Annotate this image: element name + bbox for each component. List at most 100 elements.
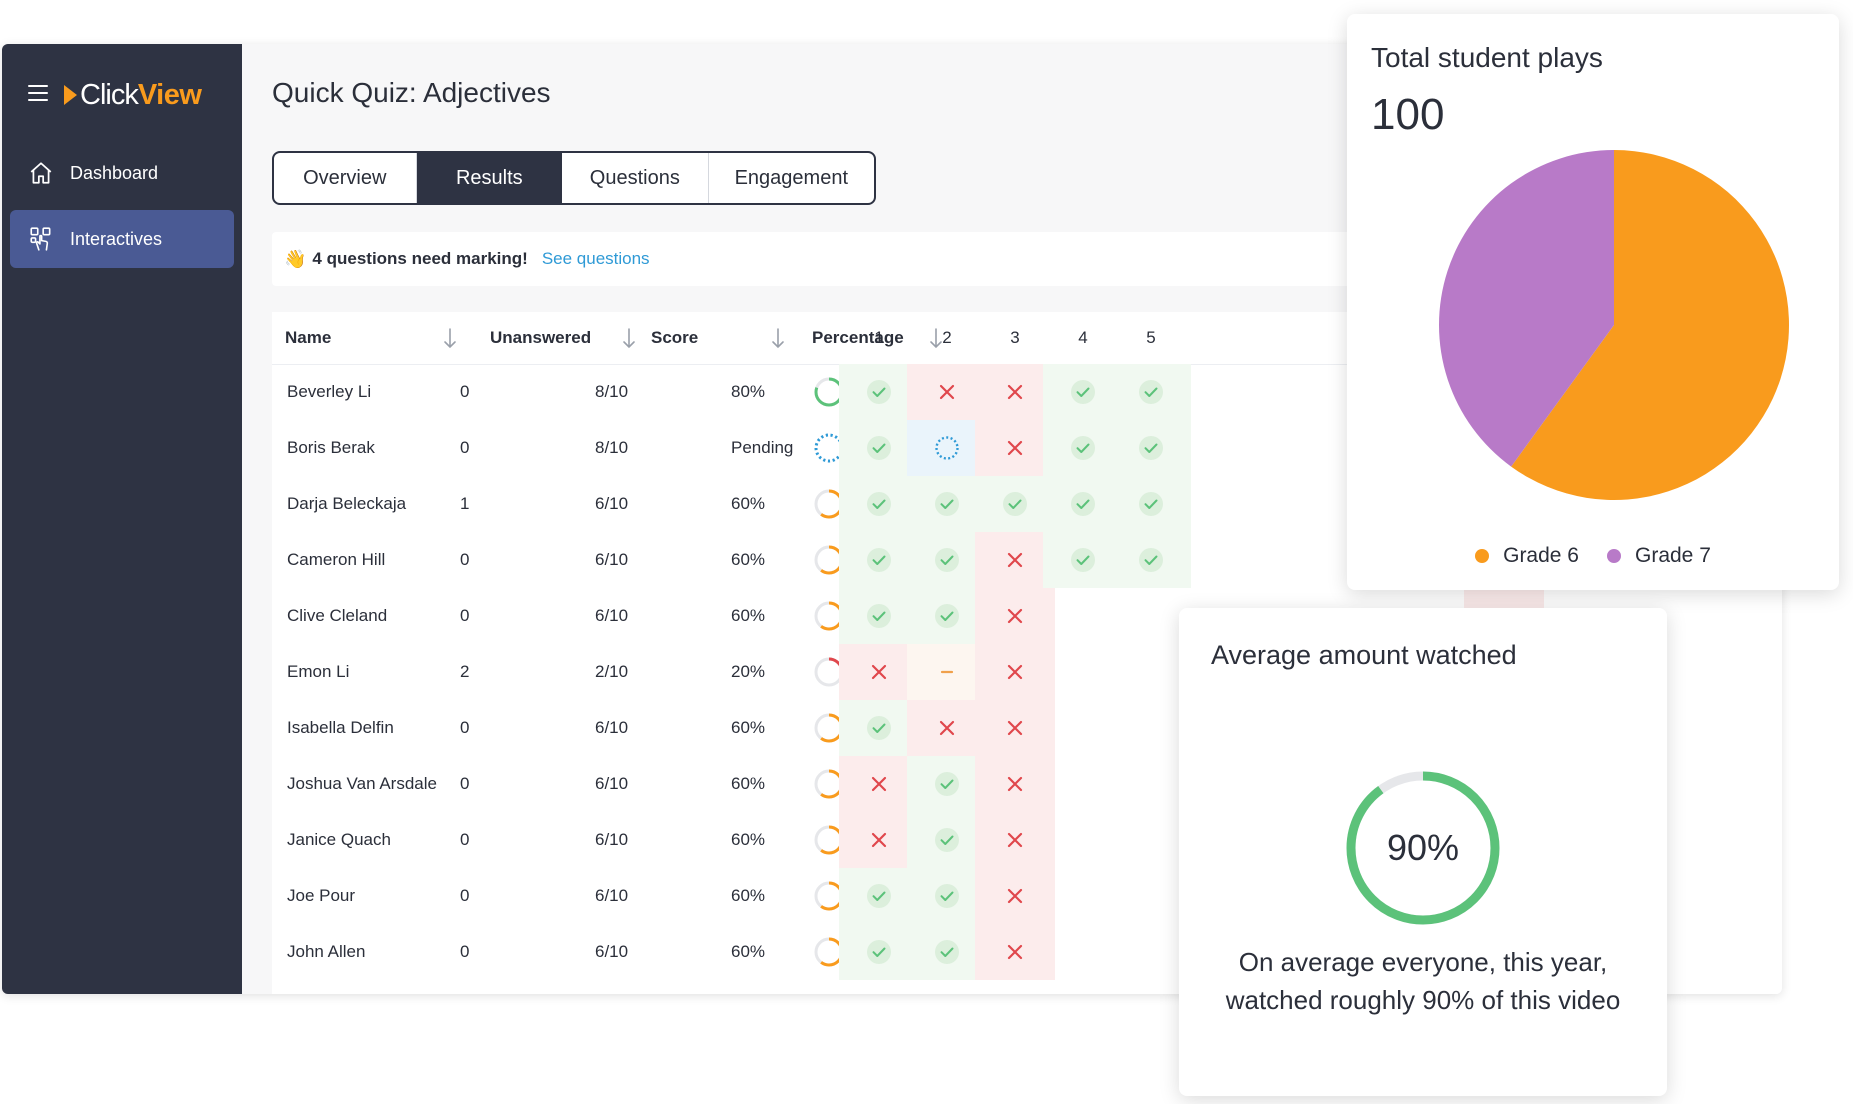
unanswered-count: 0 (460, 438, 470, 457)
answer-cell-q2[interactable] (907, 924, 987, 980)
column-header-percentage[interactable]: Percentage (812, 328, 904, 347)
answer-cell-q3[interactable] (975, 476, 1055, 532)
score-value: 6/10 (595, 886, 629, 905)
percentage-value: 60% (731, 942, 766, 961)
answer-cell-q3[interactable] (975, 700, 1055, 756)
student-name: Isabella Delfin (287, 718, 394, 737)
answer-cell-q1[interactable] (839, 868, 919, 924)
sidebar-item-dashboard[interactable]: Dashboard (10, 144, 234, 202)
table-row[interactable]: Boris Berak 0 8/10 Pending (272, 420, 1782, 476)
legend-color-dot (1607, 549, 1621, 563)
column-header-score[interactable]: Score (651, 328, 699, 347)
check-circle-icon (935, 828, 959, 852)
answer-cell-q3[interactable] (975, 924, 1055, 980)
cross-icon (1007, 888, 1023, 904)
average-watched-title: Average amount watched (1211, 640, 1517, 670)
watched-progress-ring (1346, 771, 1500, 925)
pie-slice-grade-7[interactable] (1439, 150, 1614, 467)
logo-text-click: Click (80, 78, 139, 111)
table-row[interactable]: Emon Li 2 2/10 20% (272, 644, 1782, 700)
answer-cell-q1[interactable] (839, 420, 919, 476)
column-header-question-2[interactable]: 2 (942, 328, 952, 347)
table-row[interactable]: Cameron Hill 0 6/10 60% (272, 532, 1782, 588)
answer-cell-q4[interactable] (1043, 532, 1123, 588)
answer-cell-q2[interactable] (907, 812, 987, 868)
table-row[interactable]: Clive Cleland 0 6/10 60% (272, 588, 1782, 644)
answer-cell-q3[interactable] (975, 756, 1055, 812)
column-header-question-4[interactable]: 4 (1078, 328, 1088, 347)
answer-cell-q2[interactable] (907, 700, 987, 756)
answer-cell-q2[interactable] (907, 420, 987, 476)
legend-entry[interactable]: Grade 6 (1475, 544, 1579, 568)
total-plays-card: Total student plays 100 Grade 6 Grade 7 (1347, 14, 1839, 590)
clickview-logo[interactable]: Click View (64, 77, 202, 113)
answer-cell-q3[interactable] (975, 588, 1055, 644)
sidebar-item-interactives[interactable]: Interactives (10, 210, 234, 268)
check-circle-icon (935, 884, 959, 908)
legend-entry[interactable]: Grade 7 (1607, 544, 1711, 568)
check-circle-icon (935, 772, 959, 796)
table-row[interactable]: Beverley Li 0 8/10 80% (272, 364, 1782, 420)
sort-arrow-icon[interactable] (771, 327, 785, 349)
tab-results[interactable]: Results (416, 153, 563, 203)
answer-cell-q1[interactable] (839, 644, 919, 700)
answer-cell-q5[interactable] (1111, 532, 1191, 588)
column-header-unanswered[interactable]: Unanswered (490, 328, 592, 347)
score-value: 6/10 (595, 550, 629, 569)
unanswered-count: 0 (460, 550, 470, 569)
answer-cell-q4[interactable] (1043, 364, 1123, 420)
student-name: Joshua Van Arsdale (287, 774, 437, 793)
table-row[interactable]: John Allen 0 6/10 60% (272, 924, 1782, 980)
sort-arrow-icon[interactable] (622, 327, 636, 349)
answer-cell-q3[interactable] (975, 420, 1055, 476)
score-value: 8/10 (595, 438, 629, 457)
answer-cell-q2[interactable] (907, 588, 987, 644)
sort-arrow-icon[interactable] (929, 327, 943, 349)
answer-cell-q4[interactable] (1043, 476, 1123, 532)
column-header-question-1[interactable]: 1 (874, 328, 884, 347)
answer-cell-q5[interactable] (1111, 364, 1191, 420)
answer-cell-q1[interactable] (839, 364, 919, 420)
answer-cell-q1[interactable] (839, 588, 919, 644)
answer-cell-q1[interactable] (839, 476, 919, 532)
see-questions-link[interactable]: See questions (541, 249, 650, 268)
column-header-question-5[interactable]: 5 (1146, 328, 1156, 347)
answer-cell-q1[interactable] (839, 700, 919, 756)
answer-cell-q3[interactable] (975, 532, 1055, 588)
column-header-name[interactable]: Name (285, 328, 332, 347)
pie-slice-grade-6[interactable] (1511, 150, 1789, 500)
answer-cell-q1[interactable] (839, 812, 919, 868)
unanswered-count: 2 (460, 662, 470, 681)
answer-cell-q2[interactable] (907, 756, 987, 812)
sort-arrow-icon[interactable] (443, 327, 457, 349)
check-circle-icon (935, 940, 959, 964)
answer-cell-q2[interactable] (907, 476, 987, 532)
answer-cell-q2[interactable] (907, 644, 987, 700)
answer-cell-q2[interactable] (907, 364, 987, 420)
tab-questions[interactable]: Questions (562, 153, 709, 203)
answer-cell-q5[interactable] (1111, 476, 1191, 532)
answer-cell-q2[interactable] (907, 532, 987, 588)
answer-cell-q3[interactable] (975, 644, 1055, 700)
score-value: 6/10 (595, 606, 629, 625)
percentage-value: 60% (731, 606, 766, 625)
hamburger-menu-icon[interactable] (28, 84, 48, 102)
answer-cell-q3[interactable] (975, 812, 1055, 868)
check-circle-icon (935, 492, 959, 516)
answer-cell-q3[interactable] (975, 364, 1055, 420)
answer-cell-q5[interactable] (1111, 420, 1191, 476)
tab-engagement[interactable]: Engagement (734, 166, 848, 189)
answer-cell-q2[interactable] (907, 868, 987, 924)
answer-cell-q4[interactable] (1043, 420, 1123, 476)
score-value: 6/10 (595, 494, 629, 513)
table-row[interactable]: Darja Beleckaja 1 6/10 60% (272, 476, 1782, 532)
tab-overview[interactable]: Overview (274, 153, 417, 203)
watched-percentage: 90% (1386, 827, 1460, 868)
answer-cell-q1[interactable] (839, 924, 919, 980)
answer-cell-q3[interactable] (975, 868, 1055, 924)
answer-cell-q1[interactable] (839, 756, 919, 812)
check-circle-icon (867, 548, 891, 572)
unanswered-count: 0 (460, 942, 470, 961)
column-header-question-3[interactable]: 3 (1010, 328, 1020, 347)
answer-cell-q1[interactable] (839, 532, 919, 588)
